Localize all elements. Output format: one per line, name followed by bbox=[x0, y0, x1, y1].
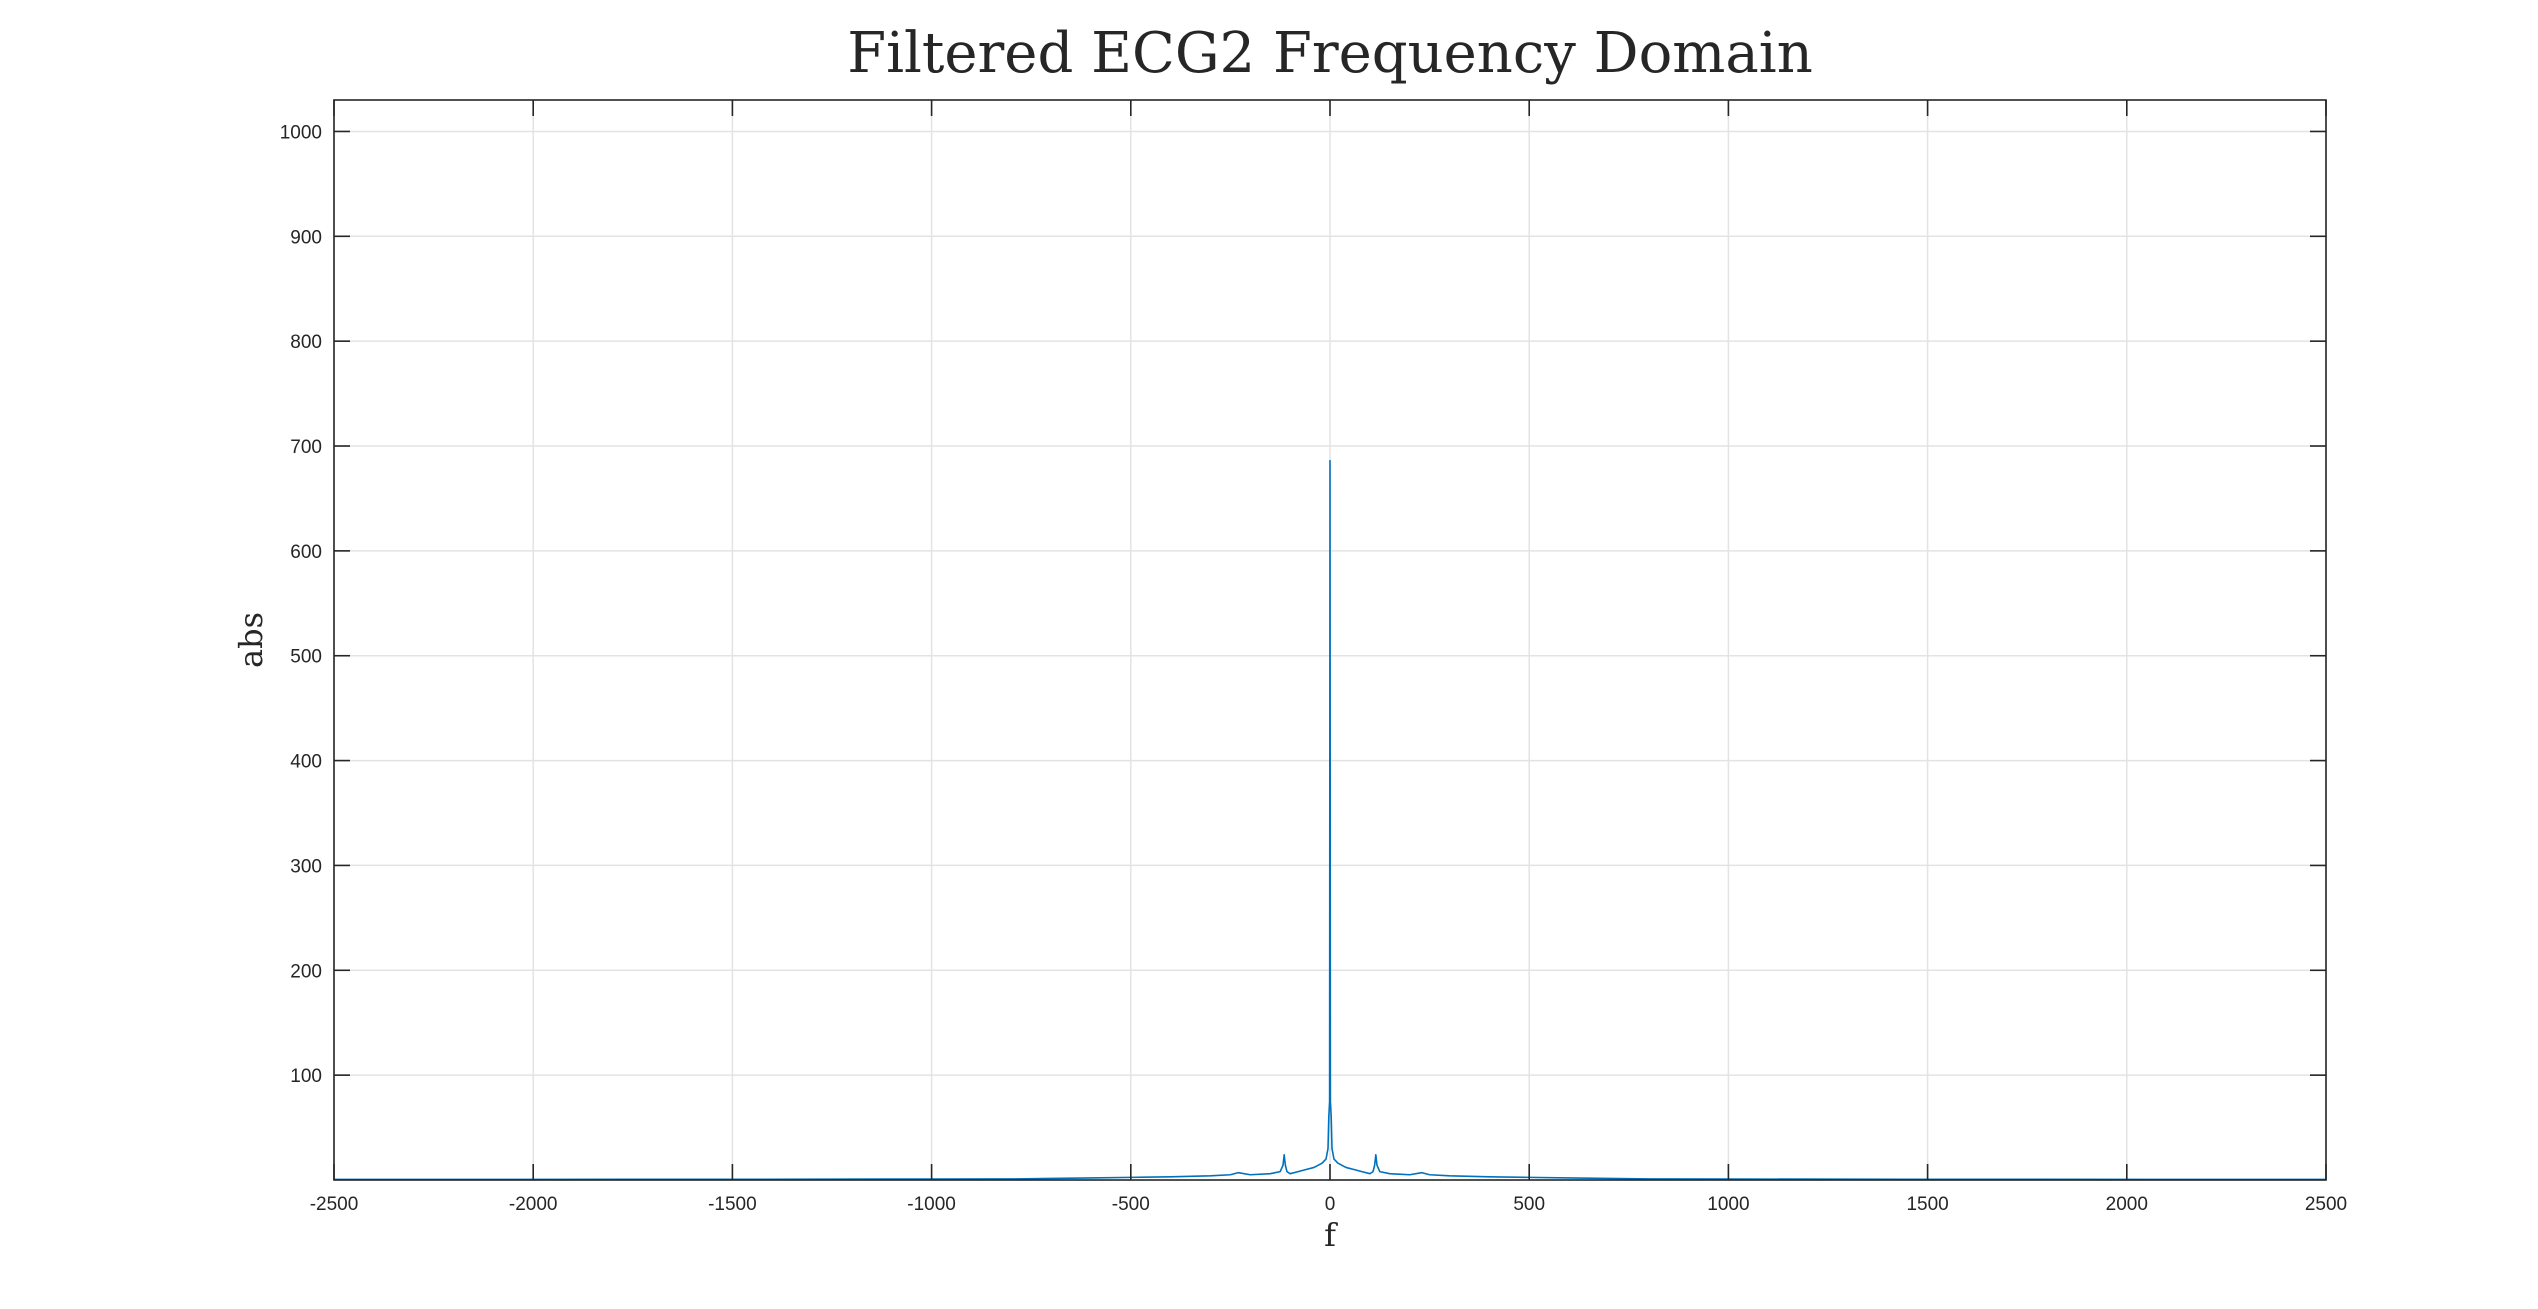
x-tick-label: 500 bbox=[1513, 1194, 1545, 1215]
x-tick-label: -500 bbox=[1112, 1194, 1150, 1215]
y-tick-label: 1000 bbox=[280, 122, 322, 143]
y-tick-label: 100 bbox=[290, 1066, 322, 1087]
y-tick-labels: 100 200 300 400 500 600 700 800 900 1000 bbox=[280, 122, 322, 1087]
series-line bbox=[333, 459, 2327, 1181]
y-tick-label: 300 bbox=[290, 856, 322, 877]
x-tick-label: 2500 bbox=[2305, 1194, 2347, 1215]
x-tick-label: -2500 bbox=[310, 1194, 359, 1215]
chart-title: Filtered ECG2 Frequency Domain bbox=[847, 21, 1813, 86]
y-tick-label: 400 bbox=[290, 752, 322, 773]
x-tick-label: -2000 bbox=[509, 1194, 558, 1215]
x-tick-label: -1000 bbox=[907, 1194, 956, 1215]
x-axis-label: f bbox=[1324, 1216, 1338, 1254]
x-tick-label: 1500 bbox=[1906, 1194, 1948, 1215]
x-tick-label: 1000 bbox=[1707, 1194, 1749, 1215]
y-axis-label: abs bbox=[232, 612, 270, 668]
y-tick-label: 500 bbox=[290, 647, 322, 668]
y-tick-label: 600 bbox=[290, 542, 322, 563]
y-tick-label: 700 bbox=[290, 437, 322, 458]
x-tick-label: 2000 bbox=[2106, 1194, 2148, 1215]
y-tick-label: 900 bbox=[290, 227, 322, 248]
x-tick-label: 0 bbox=[1325, 1194, 1336, 1215]
plot-area bbox=[333, 459, 2327, 1181]
x-tick-labels: -2500 -2000 -1500 -1000 -500 0 500 1000 1500 2000… bbox=[310, 1194, 2347, 1215]
x-tick-label: -1500 bbox=[708, 1194, 757, 1215]
y-tick-label: 800 bbox=[290, 332, 322, 353]
y-tick-label: 200 bbox=[290, 961, 322, 982]
axis-ticks bbox=[333, 100, 2327, 1180]
